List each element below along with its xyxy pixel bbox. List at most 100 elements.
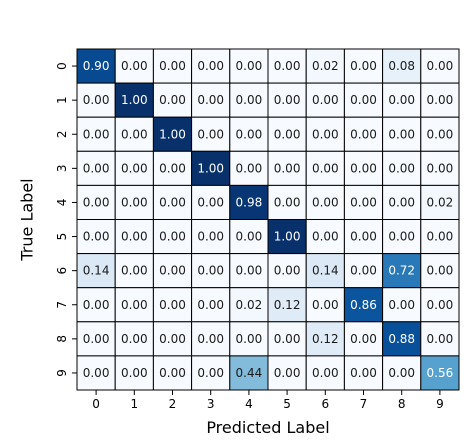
heatmap-cell-label: 0.00 bbox=[274, 59, 301, 73]
heatmap-cell-label: 0.00 bbox=[83, 161, 110, 175]
heatmap-cell-label: 0.00 bbox=[121, 195, 148, 209]
heatmap-cell-label: 0.00 bbox=[121, 366, 148, 380]
heatmap-cell-label: 0.00 bbox=[197, 298, 224, 312]
heatmap-cell bbox=[114, 116, 154, 152]
heatmap-cell-label: 0.00 bbox=[427, 127, 454, 141]
heatmap-cell bbox=[382, 184, 422, 220]
heatmap-cell-label: 0.00 bbox=[388, 298, 415, 312]
x-tick-label: 3 bbox=[207, 397, 215, 411]
heatmap-cell-label: 0.00 bbox=[236, 161, 263, 175]
heatmap-cell-label: 0.00 bbox=[427, 161, 454, 175]
heatmap-cell bbox=[229, 219, 269, 255]
heatmap-cell bbox=[343, 116, 384, 152]
heatmap-cell bbox=[267, 48, 307, 84]
heatmap-cell-label: 0.12 bbox=[312, 332, 339, 346]
heatmap-cell-label: 0.00 bbox=[236, 230, 263, 244]
heatmap-cell bbox=[305, 116, 345, 152]
heatmap-cell bbox=[267, 287, 307, 323]
heatmap-cell-label: 0.00 bbox=[388, 161, 415, 175]
heatmap-cell bbox=[114, 321, 154, 357]
heatmap-cell bbox=[343, 321, 384, 357]
heatmap-cell bbox=[229, 287, 269, 323]
heatmap-cell-label: 0.00 bbox=[236, 93, 263, 107]
x-axis-label: Predicted Label bbox=[206, 418, 329, 437]
heatmap-cell-label: 0.00 bbox=[159, 332, 186, 346]
heatmap-cell-label: 0.86 bbox=[350, 298, 377, 312]
heatmap-cell-label: 0.00 bbox=[83, 127, 110, 141]
heatmap-cell bbox=[191, 253, 231, 289]
x-tick-label: 2 bbox=[169, 397, 177, 411]
heatmap-cell-label: 0.00 bbox=[427, 93, 454, 107]
heatmap-cell-label: 0.98 bbox=[236, 195, 263, 209]
heatmap-cell-label: 0.00 bbox=[350, 161, 377, 175]
heatmap-cell-label: 1.00 bbox=[159, 127, 186, 141]
heatmap-cell bbox=[343, 48, 384, 84]
heatmap-cell-label: 0.00 bbox=[312, 93, 339, 107]
heatmap-cell-label: 0.08 bbox=[388, 59, 415, 73]
heatmap-cell-label: 0.00 bbox=[121, 59, 148, 73]
x-tick-label: 9 bbox=[436, 397, 444, 411]
heatmap-cell bbox=[420, 287, 460, 323]
heatmap-cell bbox=[420, 253, 460, 289]
heatmap-cell-label: 0.00 bbox=[83, 93, 110, 107]
heatmap-cell-label: 0.02 bbox=[312, 59, 339, 73]
y-tick-label: 3 bbox=[55, 165, 69, 173]
x-tick-label: 5 bbox=[283, 397, 291, 411]
heatmap-cell-label: 0.00 bbox=[350, 332, 377, 346]
heatmap-cell-label: 0.00 bbox=[121, 230, 148, 244]
heatmap-cell bbox=[267, 82, 307, 118]
heatmap-cell bbox=[229, 355, 269, 391]
heatmap-cell bbox=[152, 116, 193, 152]
heatmap-cell-label: 0.00 bbox=[121, 332, 148, 346]
heatmap-cell-label: 0.00 bbox=[350, 366, 377, 380]
heatmap-cell bbox=[114, 82, 154, 118]
heatmap-cell-label: 0.00 bbox=[350, 93, 377, 107]
heatmap-cell-label: 0.00 bbox=[197, 127, 224, 141]
heatmap-cell bbox=[267, 219, 307, 255]
heatmap-cell bbox=[191, 321, 231, 357]
heatmap-cell-label: 0.56 bbox=[427, 366, 454, 380]
x-tick-label: 7 bbox=[360, 397, 368, 411]
heatmap-cell bbox=[382, 219, 422, 255]
heatmap-cell-label: 0.12 bbox=[274, 298, 301, 312]
x-tick-label: 4 bbox=[245, 397, 253, 411]
y-axis-ticks: 0 1 2 3 4 5 6 7 8 9 bbox=[55, 62, 77, 377]
heatmap-cell-label: 0.00 bbox=[312, 366, 339, 380]
heatmap-cell-label: 0.00 bbox=[388, 366, 415, 380]
heatmap-cell-label: 0.00 bbox=[121, 264, 148, 278]
heatmap-cell-label: 0.00 bbox=[197, 93, 224, 107]
y-tick-label: 8 bbox=[55, 335, 69, 343]
heatmap-cell-label: 0.00 bbox=[350, 195, 377, 209]
heatmap-cell-label: 0.00 bbox=[388, 195, 415, 209]
heatmap-cell bbox=[76, 253, 116, 289]
heatmap-cell bbox=[343, 355, 384, 391]
x-tick-label: 0 bbox=[92, 397, 100, 411]
heatmap-cell bbox=[382, 321, 422, 357]
y-tick-label: 9 bbox=[55, 369, 69, 377]
heatmap-cell-label: 0.00 bbox=[274, 161, 301, 175]
heatmap-cell-label: 0.00 bbox=[197, 195, 224, 209]
heatmap-cell bbox=[191, 287, 231, 323]
heatmap-cell-label: 0.00 bbox=[83, 332, 110, 346]
heatmap-cell bbox=[343, 82, 384, 118]
heatmap-cell bbox=[382, 82, 422, 118]
heatmap-cell bbox=[114, 287, 154, 323]
heatmap-cell-label: 1.00 bbox=[121, 93, 148, 107]
y-tick-label: 5 bbox=[55, 233, 69, 241]
heatmap-cell bbox=[114, 184, 154, 220]
heatmap-cell-label: 0.00 bbox=[159, 93, 186, 107]
heatmap-cell-label: 0.00 bbox=[159, 264, 186, 278]
heatmap-cell bbox=[420, 184, 460, 220]
heatmap-cell bbox=[305, 355, 345, 391]
heatmap-cell bbox=[420, 321, 460, 357]
y-tick-label: 6 bbox=[55, 267, 69, 275]
heatmap-cell-label: 0.00 bbox=[350, 59, 377, 73]
heatmap-cell bbox=[343, 253, 384, 289]
y-tick-label: 7 bbox=[55, 301, 69, 309]
heatmap-cell-label: 0.00 bbox=[312, 127, 339, 141]
heatmap-cell bbox=[229, 184, 269, 220]
heatmap-cell-label: 0.14 bbox=[83, 264, 110, 278]
heatmap-cell-label: 0.00 bbox=[197, 264, 224, 278]
